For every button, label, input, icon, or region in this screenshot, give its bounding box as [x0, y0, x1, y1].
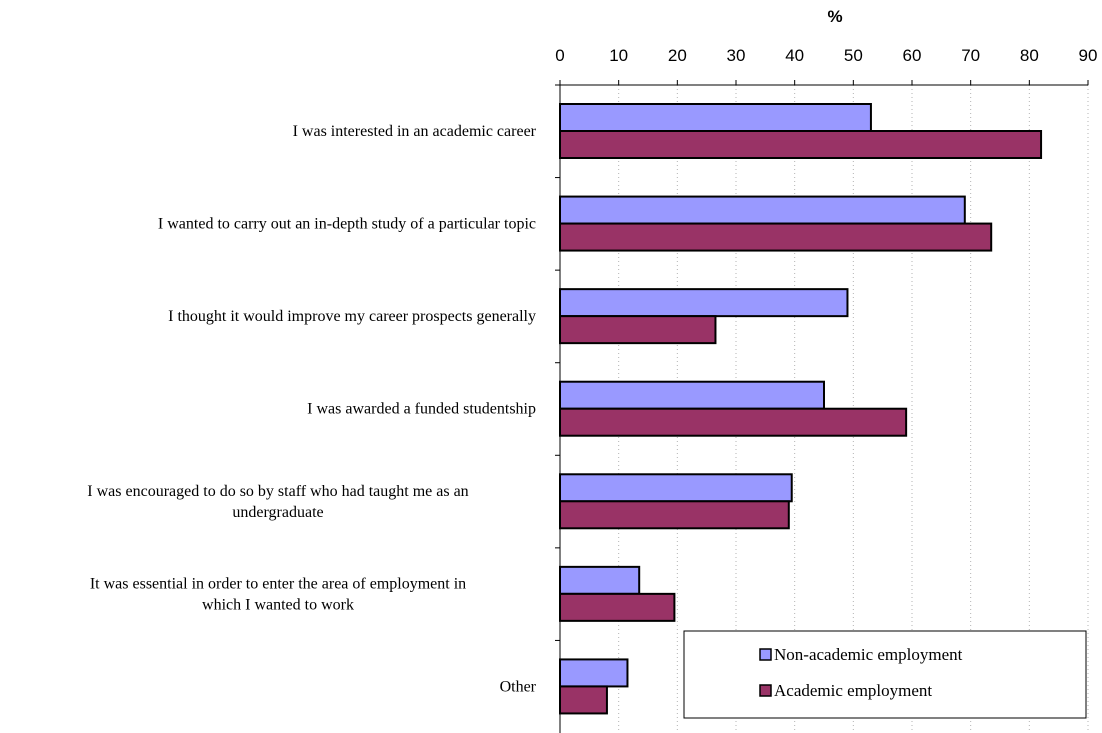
bar-non-academic [559, 473, 793, 503]
x-tick-label: 30 [727, 46, 746, 65]
category-label: I was encouraged to do so by staff who h… [87, 483, 468, 500]
bar-non-academic [559, 103, 872, 132]
legend: Non-academic employment Academic employme… [683, 630, 1087, 719]
category-label: I thought it would improve my career pro… [168, 308, 536, 325]
x-tick-label: 20 [668, 46, 687, 65]
bar-non-academic [559, 195, 966, 225]
x-tick-label: 50 [844, 46, 863, 65]
x-tick-label: 90 [1079, 46, 1098, 65]
bar-academic [559, 500, 790, 530]
bar-academic [559, 130, 1043, 159]
bar-non-academic [559, 658, 629, 688]
category-label: which I wanted to work [202, 596, 354, 613]
category-label: I wanted to carry out an in-depth study … [158, 216, 536, 233]
category-label: undergraduate [232, 504, 323, 521]
category-label: I was awarded a funded studentship [307, 401, 536, 418]
x-axis-title: % [827, 7, 842, 26]
bar-non-academic [559, 380, 825, 410]
bar-academic [559, 315, 717, 345]
x-tick-label: 40 [785, 46, 804, 65]
x-tick-label: 0 [555, 46, 564, 65]
category-label: I was interested in an academic career [293, 123, 537, 140]
legend-label: Non-academic employment [774, 645, 963, 664]
bar-non-academic [559, 288, 849, 318]
category-label: Other [500, 678, 537, 695]
category-labels: I was interested in an academic career I … [87, 123, 536, 695]
x-tick-label: 80 [1020, 46, 1039, 65]
x-tick-label: 70 [961, 46, 980, 65]
legend-swatch [759, 684, 772, 697]
bar-academic [559, 407, 908, 437]
bar-academic [559, 592, 676, 622]
legend-label: Academic employment [774, 681, 932, 700]
axes [555, 84, 1088, 733]
legend-swatch [759, 648, 772, 661]
bar-non-academic [559, 565, 641, 595]
x-tick-label: 10 [609, 46, 628, 65]
category-label: It was essential in order to enter the a… [90, 575, 466, 592]
bars [559, 103, 1043, 715]
x-axis-ticks: 0 10 20 30 40 50 60 70 80 90 [555, 46, 1097, 85]
bar-academic [559, 685, 608, 715]
x-tick-label: 60 [903, 46, 922, 65]
bar-academic [559, 222, 993, 252]
legend-box [683, 630, 1087, 719]
